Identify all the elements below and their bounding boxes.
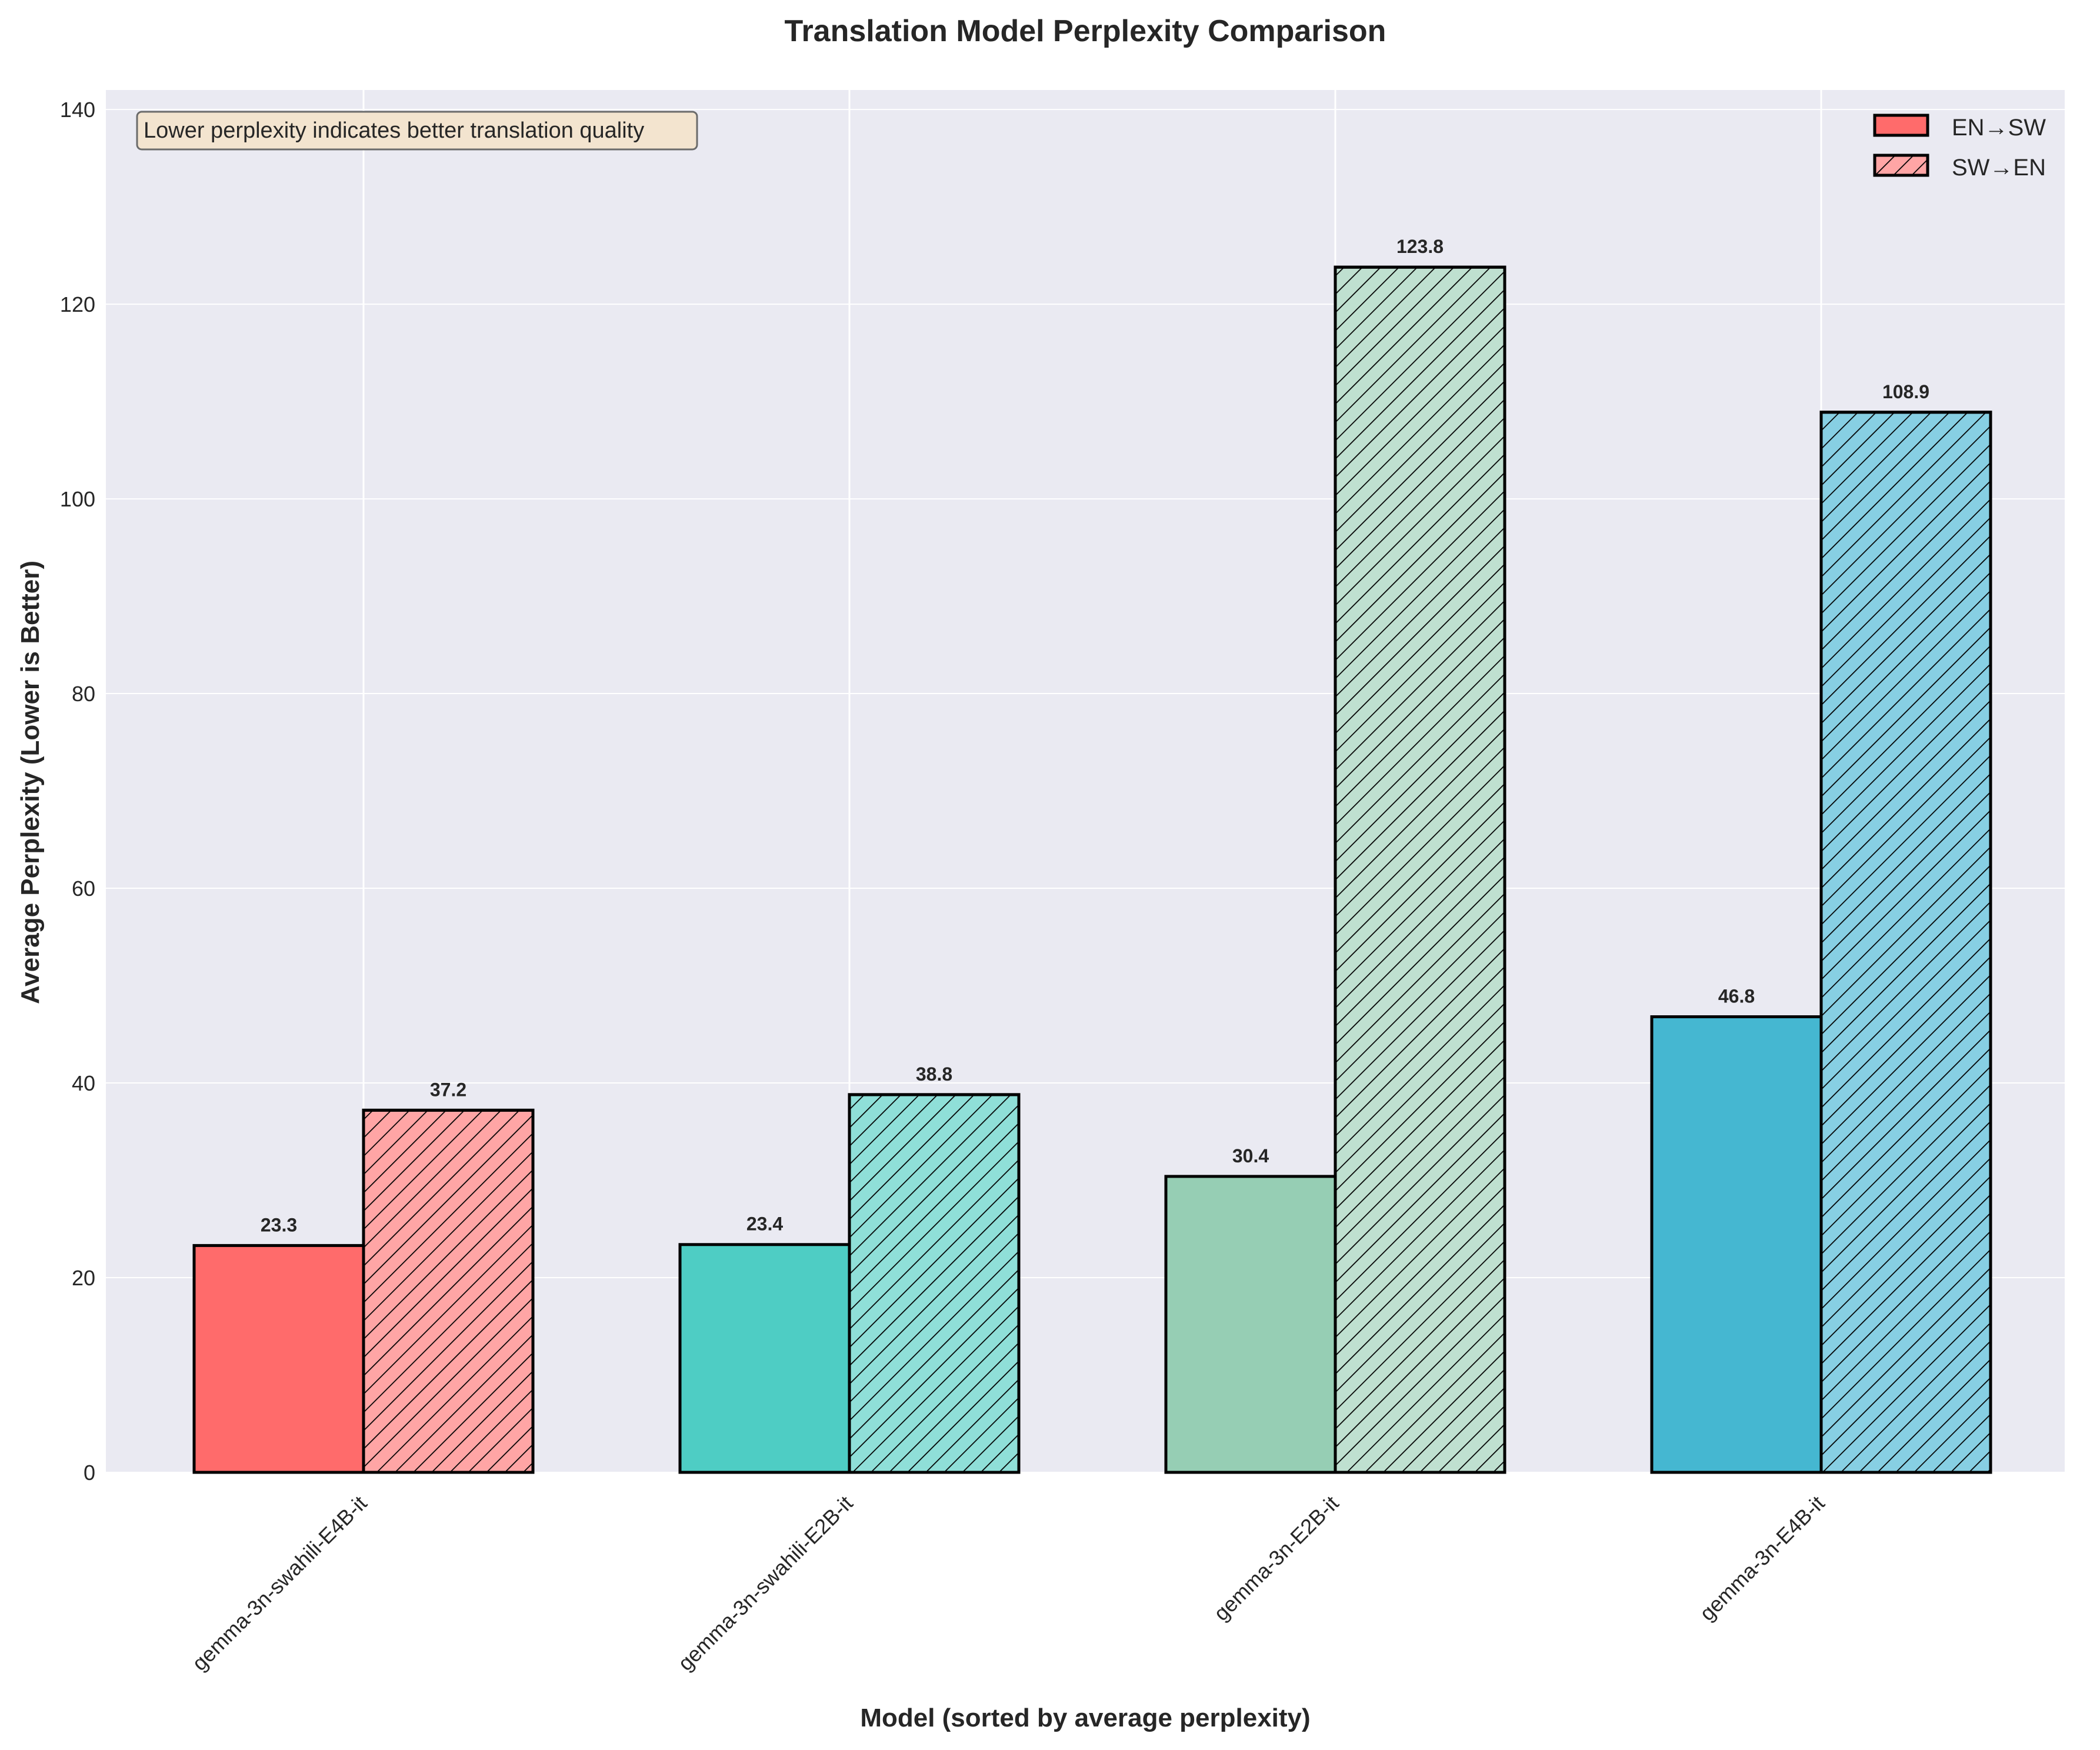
y-tick-label: 100 <box>60 487 95 511</box>
x-tick-label: gemma-3n-E4B-it <box>1695 1491 1829 1625</box>
chart-title: Translation Model Perplexity Comparison <box>785 14 1386 48</box>
y-tick-label: 40 <box>72 1071 95 1095</box>
bar-en-sw <box>1164 1175 1337 1474</box>
x-tick-label: gemma-3n-swahili-E4B-it <box>187 1491 371 1675</box>
bar-hatch-sw-en <box>848 1093 1021 1474</box>
x-tick-label: gemma-3n-swahili-E2B-it <box>673 1491 857 1675</box>
value-label-en-sw: 46.8 <box>1718 985 1755 1006</box>
bar-en-sw <box>192 1244 365 1474</box>
x-axis-label: Model (sorted by average perplexity) <box>860 1704 1310 1732</box>
y-tick-label: 80 <box>72 682 95 706</box>
value-label-en-sw: 30.4 <box>1232 1145 1269 1166</box>
legend: EN→SW SW→EN <box>1873 114 2046 181</box>
x-axis-ticks: gemma-3n-swahili-E4B-it gemma-3n-swahili-… <box>187 1491 1829 1675</box>
value-label-sw-en: 108.9 <box>1882 381 1929 402</box>
legend-label-sw-en: SW→EN <box>1952 155 2046 181</box>
value-label-en-sw: 23.3 <box>261 1214 297 1235</box>
legend-swatch-sw-en-hatch <box>1873 154 1929 177</box>
bar-en-sw <box>1650 1015 1823 1474</box>
annotation-box: Lower perplexity indicates better transl… <box>136 111 698 151</box>
y-axis-label: Average Perplexity (Lower is Better) <box>16 561 45 1004</box>
bar-hatch-sw-en <box>362 1108 535 1474</box>
x-tick-label: gemma-3n-E2B-it <box>1209 1491 1343 1625</box>
y-tick-label: 140 <box>60 98 95 122</box>
value-label-sw-en: 38.8 <box>916 1064 952 1085</box>
legend-swatch-en-sw <box>1873 114 1929 137</box>
y-tick-label: 60 <box>72 876 95 901</box>
annotation-text: Lower perplexity indicates better transl… <box>144 118 644 143</box>
value-labels: 23.3 37.2 23.4 38.8 30.4 123.8 46.8 108.9 <box>261 236 1929 1235</box>
y-tick-label: 20 <box>72 1266 95 1290</box>
bar-hatch-sw-en <box>1334 265 1506 1474</box>
legend-label-en-sw: EN→SW <box>1952 115 2046 141</box>
value-label-sw-en: 37.2 <box>430 1079 466 1100</box>
bar-hatch-sw-en <box>1819 411 1992 1474</box>
bar-en-sw <box>678 1243 851 1474</box>
value-label-en-sw: 23.4 <box>746 1214 783 1235</box>
y-tick-label: 0 <box>84 1461 95 1485</box>
y-tick-label: 120 <box>60 292 95 316</box>
value-label-sw-en: 123.8 <box>1396 236 1444 257</box>
bars <box>192 265 1992 1474</box>
y-axis-ticks: 0 20 40 60 80 100 120 140 <box>60 98 95 1485</box>
